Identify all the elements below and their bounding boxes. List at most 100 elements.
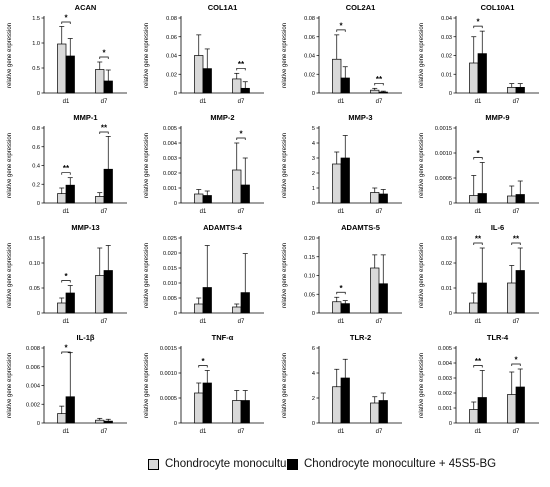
significance-bracket — [61, 351, 71, 354]
y-tick-label: 0.6 — [32, 145, 40, 151]
bar-control-d1 — [332, 58, 342, 94]
y-tick-label: 0.005 — [163, 296, 177, 302]
chart-svg: MMP-13 relative gene expression 0 0.05 0.10 0… — [7, 223, 127, 325]
y-tick-label: 0.01 — [441, 72, 452, 78]
bar-treated-d1 — [202, 68, 212, 94]
y-tick-label: 0.002 — [438, 391, 452, 397]
significance-marker: * — [476, 149, 480, 158]
y-axis-label: relative gene expression — [282, 23, 288, 88]
y-tick-label: 0 — [312, 311, 315, 317]
bar-treated-d7 — [103, 420, 113, 424]
significance-bracket — [473, 242, 483, 245]
bar-treated-d7 — [378, 283, 388, 314]
x-tick-label: d7 — [376, 319, 383, 325]
legend-item-control: Chondrocyte monoculture — [148, 458, 297, 470]
significance-bracket — [198, 365, 208, 368]
y-tick-label: 0.01 — [441, 286, 452, 292]
significance-bracket — [236, 137, 246, 140]
bar-treated-d1 — [340, 377, 350, 424]
significance-marker: ** — [475, 357, 482, 366]
bar-treated-d7 — [103, 168, 113, 204]
chart-panel-mmp-1: MMP-1 relative gene expression 0 0.2 0.4 0.6 0… — [0, 110, 137, 220]
bar-control-d7 — [232, 400, 242, 424]
y-tick-label: 0.04 — [304, 54, 315, 60]
chart-title: MMP-9 — [485, 113, 509, 122]
y-tick-label: 0.008 — [26, 346, 40, 352]
chart-svg: MMP-3 relative gene expression 0 1 2 3 4 5 d1 d7 — [282, 113, 402, 215]
x-tick-label: d7 — [513, 209, 520, 215]
y-tick-label: 0.06 — [304, 35, 315, 41]
chart-svg: COL2A1 relative gene expression 0 0.02 0.04 0… — [282, 3, 402, 105]
x-tick-label: d7 — [101, 319, 108, 325]
chart-panel-acan: ACAN relative gene expression 0 0.5 1.0 1.5 d1… — [0, 0, 137, 110]
y-tick-label: 0.010 — [163, 281, 177, 287]
significance-bracket — [99, 131, 109, 134]
y-tick-label: 4 — [312, 371, 315, 377]
x-tick-label: d7 — [513, 429, 520, 435]
y-tick-label: 0.04 — [441, 16, 452, 22]
bar-treated-d7 — [378, 400, 388, 424]
y-tick-label: 0.03 — [441, 236, 452, 242]
bar-control-d1 — [469, 195, 479, 204]
y-tick-label: 0.004 — [438, 361, 452, 367]
x-tick-label: d7 — [376, 99, 383, 105]
significance-marker: ** — [475, 235, 482, 244]
y-axis-label: relative gene expression — [282, 243, 288, 308]
y-tick-label: 0 — [312, 421, 315, 427]
significance-marker: * — [476, 18, 480, 27]
chart-svg: IL-6 relative gene expression 0 0.01 0.02 0.0… — [419, 223, 539, 325]
x-tick-label: d1 — [63, 319, 70, 325]
bar-treated-d1 — [202, 382, 212, 424]
chart-title: IL-6 — [491, 223, 504, 232]
chart-title: MMP-1 — [73, 113, 97, 122]
y-axis-label: relative gene expression — [7, 243, 13, 308]
chart-panel-mmp-13: MMP-13 relative gene expression 0 0.05 0.10 0… — [0, 220, 137, 330]
chart-svg: ADAMTS-5 relative gene expression 0 0.05 0.1… — [282, 223, 402, 325]
significance-marker: * — [64, 344, 68, 353]
y-tick-label: 0.006 — [26, 365, 40, 371]
chart-svg: TNF-α relative gene expression 0 0.0005 0.00… — [144, 333, 264, 435]
y-tick-label: 0.0010 — [160, 371, 177, 377]
y-tick-label: 0.015 — [163, 266, 177, 272]
significance-bracket — [511, 242, 521, 245]
chart-title: TLR-2 — [350, 333, 371, 342]
chart-panel-adamts-4: ADAMTS-4 relative gene expression 0 0.005 0.… — [137, 220, 274, 330]
y-axis-label: relative gene expression — [144, 243, 150, 308]
x-tick-label: d1 — [200, 429, 207, 435]
legend: Chondrocyte monoculture Chondrocyte mono… — [0, 444, 550, 484]
bar-control-d7 — [507, 87, 517, 94]
bar-control-d1 — [57, 43, 67, 94]
bar-treated-d7 — [515, 194, 525, 204]
y-tick-label: 0.0010 — [435, 151, 452, 157]
bar-control-d1 — [194, 55, 204, 94]
chart-svg: COL10A1 relative gene expression 0 0.01 0.02… — [419, 3, 539, 105]
y-axis-label: relative gene expression — [144, 133, 150, 198]
bar-control-d1 — [469, 62, 479, 94]
y-tick-label: 0.8 — [32, 126, 40, 132]
x-tick-label: d1 — [338, 209, 345, 215]
chart-panel-tlr-2: TLR-2 relative gene expression 0 2 4 6 d1 d7 — [275, 330, 412, 440]
significance-marker: * — [64, 14, 68, 23]
bar-control-d7 — [370, 192, 380, 204]
chart-panel-mmp-3: MMP-3 relative gene expression 0 1 2 3 4 5 d1 d7 — [275, 110, 412, 220]
significance-marker: ** — [376, 75, 383, 84]
bar-treated-d1 — [477, 282, 487, 314]
y-tick-label: 0.0005 — [160, 396, 177, 402]
x-tick-label: d7 — [376, 429, 383, 435]
y-tick-label: 0.5 — [32, 66, 40, 72]
y-axis-label: relative gene expression — [7, 133, 13, 198]
chart-panel-mmp-2: MMP-2 relative gene expression 0 0.001 0.002… — [137, 110, 274, 220]
y-axis-label: relative gene expression — [144, 353, 150, 418]
y-tick-label: 0.08 — [166, 16, 177, 22]
x-tick-label: d7 — [238, 319, 245, 325]
y-tick-label: 0.15 — [304, 255, 315, 261]
legend-label-control: Chondrocyte monoculture — [165, 458, 297, 470]
y-tick-label: 0 — [37, 91, 40, 97]
x-tick-label: d1 — [338, 99, 345, 105]
y-tick-label: 0.002 — [163, 171, 177, 177]
bar-control-d7 — [507, 282, 517, 314]
chart-title: COL10A1 — [481, 3, 515, 12]
legend-swatch-treated — [287, 458, 298, 470]
significance-marker: * — [64, 272, 68, 281]
x-tick-label: d1 — [200, 319, 207, 325]
